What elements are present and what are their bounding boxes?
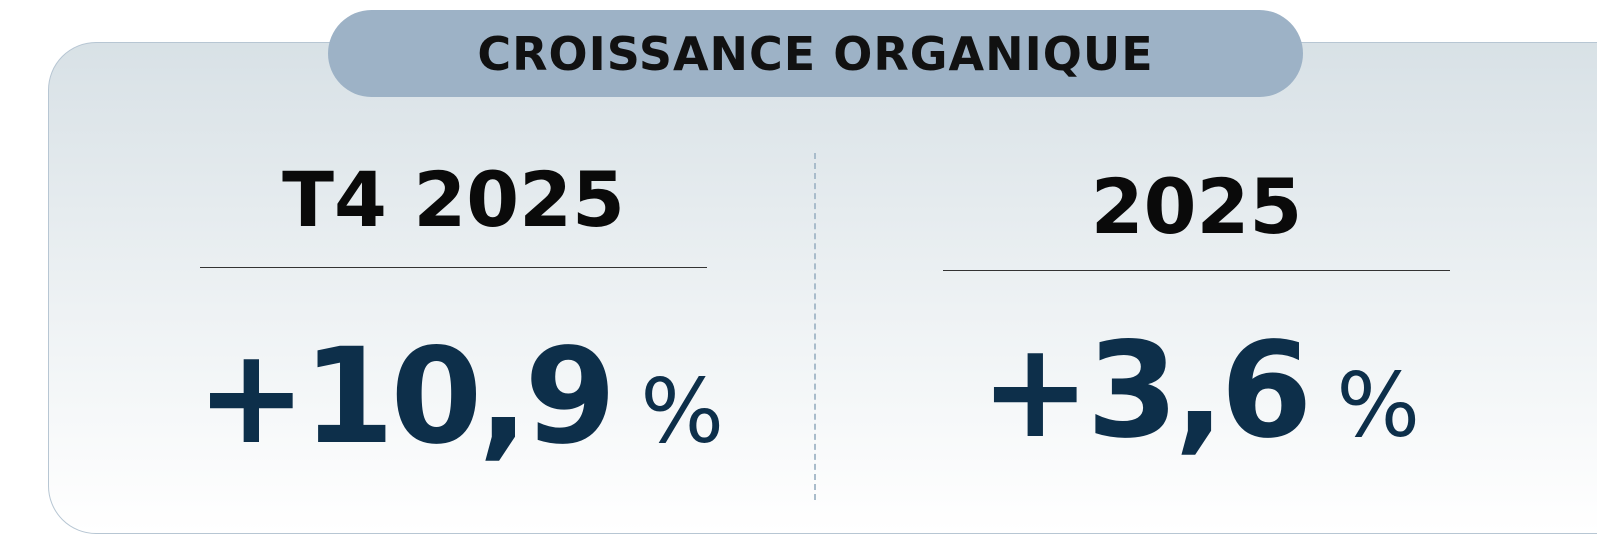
divider <box>814 153 816 500</box>
panel-value: +10,9% <box>160 320 760 474</box>
value-number: +10,9 <box>196 320 616 474</box>
panel-value: +3,6% <box>900 314 1500 468</box>
title: CROISSANCE ORGANIQUE <box>477 26 1154 81</box>
panel-label: T4 2025 <box>282 155 625 244</box>
value-number: +3,6 <box>979 314 1312 468</box>
value-unit: % <box>640 360 724 463</box>
title-pill: CROISSANCE ORGANIQUE <box>328 10 1303 97</box>
value-unit: % <box>1336 354 1421 457</box>
rule <box>200 267 707 268</box>
rule <box>943 270 1450 271</box>
card <box>48 42 1597 534</box>
panel-label: 2025 <box>1090 162 1303 251</box>
